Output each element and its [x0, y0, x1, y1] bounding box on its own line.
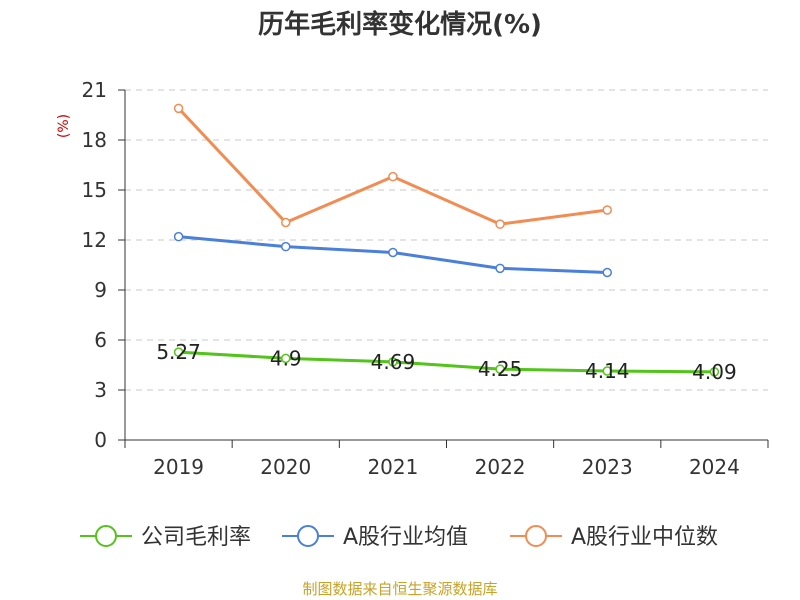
legend: 公司毛利率 A股行业均值 A股行业中位数: [80, 525, 718, 550]
data-label: 4.69: [371, 350, 416, 374]
data-point: [495, 263, 505, 274]
x-tick-label: 2023: [582, 455, 633, 479]
data-point: [495, 219, 505, 229]
y-tick-label: 18: [82, 128, 107, 152]
data-point: [495, 364, 505, 374]
data-point: [173, 103, 184, 114]
legend-label: A股行业均值: [343, 525, 468, 550]
data-point: [281, 353, 291, 364]
series-line-0: [178, 350, 715, 374]
axis-layer: 0 3 6 9 12 15 18 21 2019 2020 2021 2022 2023 2024: [82, 78, 769, 479]
y-tick-label: 9: [94, 278, 107, 302]
data-label: 5.27: [156, 340, 201, 364]
source-footer: 制图数据来自恒生聚源数据库: [302, 580, 498, 598]
data-point: [388, 357, 398, 367]
data-point: [709, 367, 720, 377]
y-tick-label: 6: [94, 328, 107, 352]
data-point: [173, 347, 184, 357]
legend-label: A股行业中位数: [571, 525, 718, 550]
y-tick-label: 21: [82, 78, 107, 102]
data-label: 4.14: [585, 359, 630, 383]
x-tick-label: 2022: [475, 455, 526, 479]
data-point: [388, 247, 398, 258]
legend-marker: [95, 525, 117, 547]
data-label: 4.25: [478, 357, 523, 381]
y-tick-label: 0: [94, 428, 107, 452]
series-line-2: [177, 107, 608, 226]
x-tick-label: 2020: [260, 455, 311, 479]
data-label: 4.9: [270, 346, 302, 370]
chart-title: 历年毛利率变化情况(%): [258, 10, 542, 40]
data-point: [602, 267, 612, 278]
legend-label: 公司毛利率: [141, 525, 251, 550]
legend-marker: [525, 525, 547, 547]
legend-marker: [297, 525, 319, 547]
data-label: 4.09: [692, 360, 737, 384]
x-tick-label: 2019: [153, 455, 204, 479]
y-tick-label: 15: [82, 178, 107, 202]
y-axis-label: (%): [56, 114, 72, 138]
series-layer: [173, 103, 720, 377]
x-tick-label: 2024: [689, 455, 740, 479]
data-point: [281, 241, 291, 252]
y-tick-label: 3: [94, 378, 107, 402]
data-point: [602, 366, 612, 376]
grid-layer: [125, 89, 768, 391]
data-point: [173, 231, 184, 242]
data-point: [602, 205, 612, 215]
data-point: [281, 217, 291, 228]
data-point: [388, 171, 398, 182]
data-label-layer: 5.27 4.9 4.69 4.25 4.14 4.09: [156, 340, 736, 384]
x-tick-label: 2021: [367, 455, 418, 479]
y-tick-label: 12: [82, 228, 107, 252]
